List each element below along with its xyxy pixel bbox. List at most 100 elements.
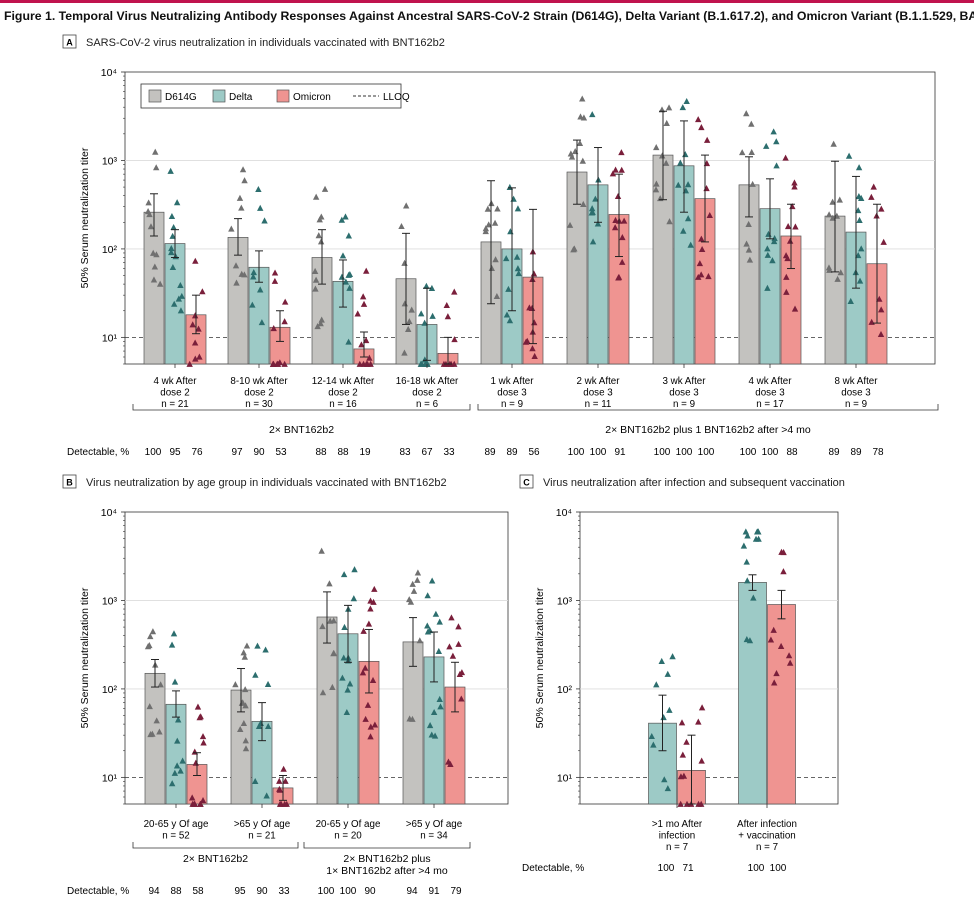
data-point [170, 223, 177, 231]
data-point [524, 337, 531, 344]
data-point [514, 265, 522, 272]
x-tick-label: >65 y Of age [234, 819, 291, 830]
data-point [530, 270, 538, 277]
data-point [705, 273, 712, 280]
data-point [421, 319, 428, 326]
x-tick-label: n = 20 [334, 831, 362, 842]
data-point [448, 614, 455, 621]
data-point [271, 269, 279, 276]
legend-swatch [148, 89, 162, 103]
x-tick-label: After infection [737, 819, 797, 830]
detectable-value: 100 [658, 863, 675, 874]
data-point [742, 528, 750, 535]
data-point [746, 637, 754, 644]
data-point [315, 232, 322, 239]
detectable-value: 76 [191, 447, 203, 458]
data-point [342, 213, 349, 220]
data-point [168, 212, 176, 220]
data-point [281, 298, 289, 305]
panel-title: Virus neutralization after infection and… [543, 477, 845, 489]
data-point [360, 627, 367, 634]
data-point [845, 152, 853, 159]
data-point [503, 311, 511, 318]
data-point [281, 360, 288, 367]
panel-letter: B [66, 478, 73, 488]
data-point [242, 737, 249, 744]
detectable-value: 33 [278, 886, 290, 897]
data-point [870, 183, 877, 190]
data-point [169, 232, 176, 239]
bar-delta [738, 582, 767, 805]
data-point [146, 703, 153, 710]
data-point [482, 225, 490, 232]
data-point [330, 649, 338, 656]
data-point [618, 166, 625, 173]
data-point [152, 148, 159, 155]
data-point [653, 681, 660, 688]
detectable-value: 89 [850, 447, 862, 458]
data-point [276, 785, 283, 792]
data-point [414, 576, 421, 583]
legend-label: D614G [165, 92, 197, 103]
data-point [615, 274, 622, 281]
x-tick-label: n = 52 [162, 831, 190, 842]
data-point [566, 221, 574, 228]
data-point [826, 266, 833, 273]
data-point [659, 152, 666, 159]
data-point [697, 271, 705, 278]
data-point [150, 276, 158, 283]
detectable-value: 67 [421, 447, 433, 458]
data-point [589, 238, 597, 245]
data-point [694, 116, 702, 123]
data-point [191, 339, 199, 346]
data-point [153, 251, 160, 258]
x-tick-label: n = 7 [666, 842, 688, 853]
data-point [506, 183, 514, 190]
data-point [854, 207, 862, 214]
data-point [784, 223, 792, 230]
data-point [784, 255, 791, 262]
data-point [255, 722, 263, 729]
detectable-value: 71 [682, 863, 694, 874]
data-point [171, 300, 178, 307]
data-point [786, 659, 794, 666]
data-point [785, 652, 793, 659]
data-point [175, 716, 182, 723]
data-point [745, 220, 752, 227]
data-point [147, 633, 154, 640]
data-point [358, 341, 365, 348]
data-point [877, 306, 885, 313]
data-point [529, 345, 536, 352]
data-point [364, 701, 372, 708]
data-point [319, 623, 326, 630]
group-label: 2× BNT162b2 [183, 853, 248, 865]
data-point [362, 336, 370, 344]
data-point [791, 179, 798, 186]
x-tick-label: 1 wk After [490, 376, 534, 387]
data-point [531, 352, 538, 360]
data-point [156, 280, 164, 287]
data-point [428, 577, 436, 584]
data-point [449, 652, 457, 659]
x-tick-label: n = 11 [585, 399, 612, 410]
detectable-value: 100 [698, 447, 715, 458]
panel-title: Virus neutralization by age group in ind… [86, 477, 447, 489]
data-point [435, 647, 443, 654]
data-point [250, 273, 257, 280]
data-point [773, 162, 780, 169]
data-point [406, 318, 413, 325]
data-point [855, 192, 863, 200]
detectable-value: 100 [318, 886, 335, 897]
data-point [825, 211, 833, 218]
panel-letter-box [519, 474, 534, 489]
y-tick-label: 10¹ [102, 772, 118, 784]
data-point [592, 195, 599, 202]
data-point [614, 192, 622, 200]
bar-d614g [227, 237, 249, 365]
data-point [241, 686, 249, 693]
data-point [191, 312, 199, 319]
data-point [240, 649, 247, 656]
x-tick-label: dose 2 [412, 388, 441, 399]
x-tick-label: dose 3 [583, 388, 613, 399]
data-point [363, 360, 370, 367]
